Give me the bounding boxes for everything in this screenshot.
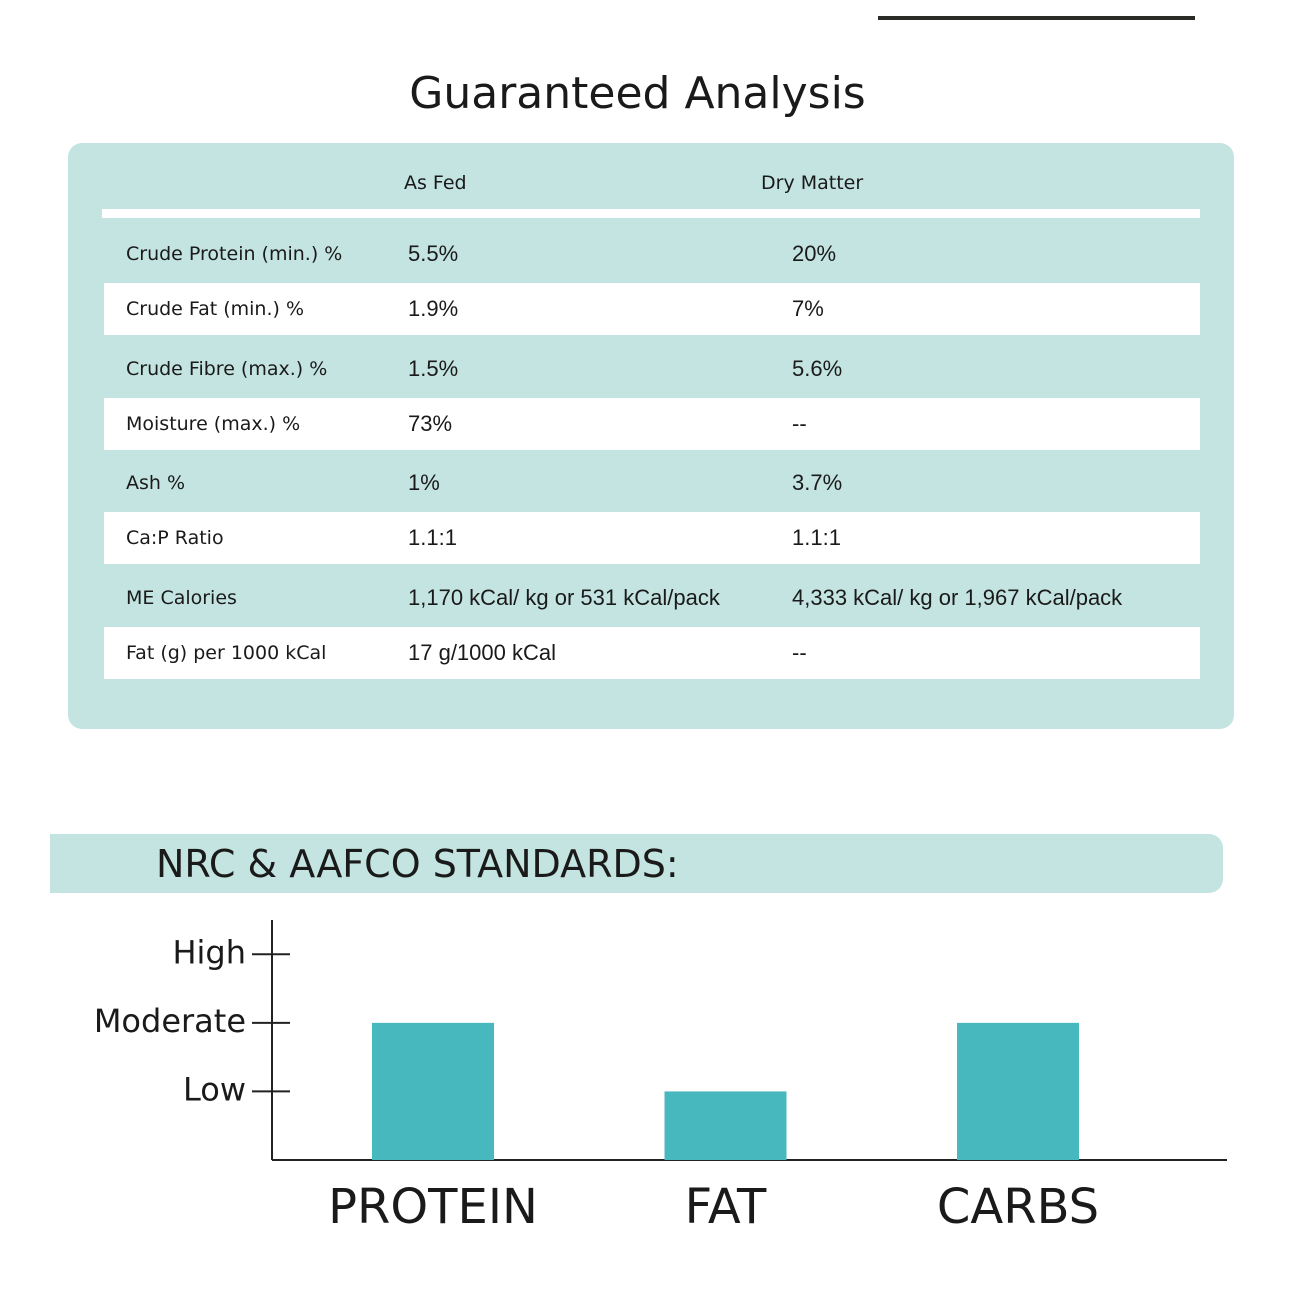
title: Guaranteed Analysis [409,68,866,119]
header-divider [102,209,1200,218]
column-header: As Fed [404,172,467,194]
table-value: 1.5% [408,355,459,381]
table-value: 1% [408,470,440,495]
chart-title: NRC & AAFCO STANDARDS: [156,842,679,886]
table-row: ME Calories 1,170 kCal/ kg or 531 kCal/pa… [104,572,1200,624]
table-row: Ca:P Ratio 1.1:1 1.1:1 [104,512,1200,564]
table-value: 7% [792,296,824,321]
table-value: 5.6% [792,355,843,381]
table-value: 1.9% [408,296,459,321]
row-label: Ash % [126,472,186,494]
table-row: Ash % 1% 3.7% [104,457,1200,509]
table-value: 20% [792,241,837,266]
decorative-line [878,16,1195,20]
table-value: 3.7% [792,470,843,495]
table-value: -- [792,410,807,436]
row-label: Crude Fat (min.) % [126,298,305,320]
table-value: 73% [408,410,453,436]
row-label: ME Calories [126,586,237,609]
bar [372,1022,494,1160]
table-value: 1.1:1 [408,525,457,550]
row-label: Fat (g) per 1000 kCal [126,641,327,664]
bar [957,1022,1079,1160]
section-banner [50,834,1223,893]
y-tick-label: High [172,933,246,971]
table-value: 1.1:1 [792,525,841,550]
y-tick-label: Low [183,1070,246,1108]
y-tick-label: Moderate [94,1002,246,1040]
table-value: 1,170 kCal/ kg or 531 kCal/pack [408,584,720,610]
row-label: Ca:P Ratio [126,527,224,549]
table-row: Crude Fat (min.) % 1.9% 7% [104,283,1200,335]
table-value: 5.5% [408,241,459,266]
row-label: Crude Fibre (max.) % [126,357,328,380]
bar [664,1091,787,1160]
table-value: 17 g/1000 kCal [408,639,556,665]
table-value: 4,333 kCal/ kg or 1,967 kCal/pack [792,584,1123,610]
table-row: Moisture (max.) % 73% -- [104,397,1200,450]
row-label: Moisture (max.) % [126,412,301,435]
x-tick-label: FAT [685,1179,767,1235]
x-tick-label: CARBS [937,1179,1099,1235]
table-row: Crude Protein (min.) % 5.5% 20% [104,228,1200,280]
table-value: -- [792,639,807,665]
row-label: Crude Protein (min.) % [126,243,343,265]
x-tick-label: PROTEIN [328,1179,538,1235]
table-row: Fat (g) per 1000 kCal 17 g/1000 kCal -- [104,626,1200,679]
column-header: Dry Matter [761,172,864,194]
table-row: Crude Fibre (max.) % 1.5% 5.6% [104,343,1200,395]
